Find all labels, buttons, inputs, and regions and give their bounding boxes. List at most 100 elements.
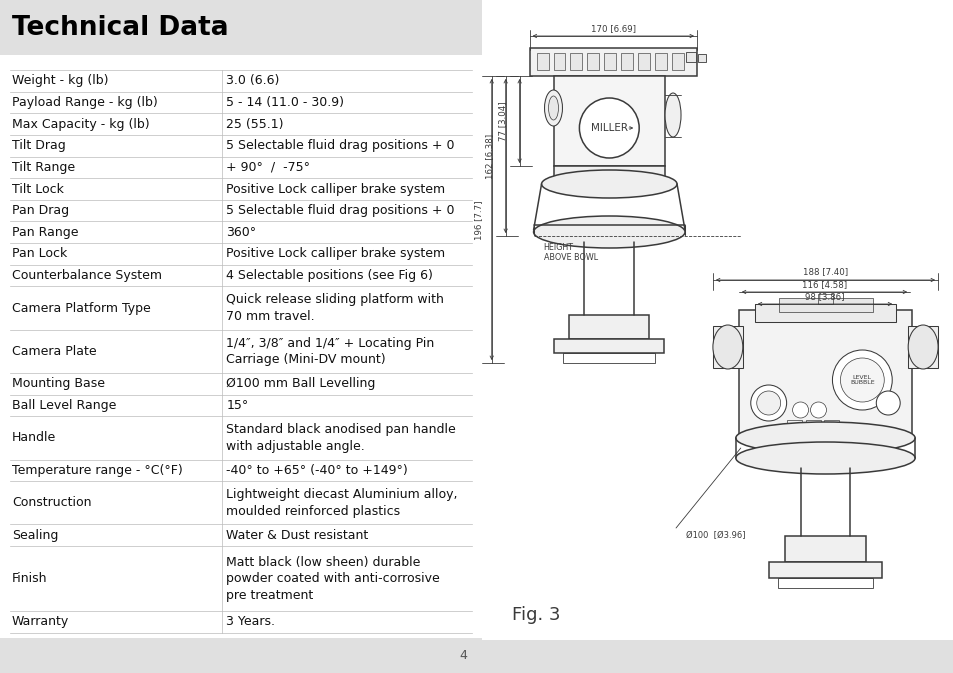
Bar (638, 53, 649, 70)
Text: 98 [3.86]: 98 [3.86] (804, 293, 843, 302)
Bar (603, 53, 616, 70)
Bar (783, 536, 865, 562)
Text: Sealing: Sealing (12, 529, 58, 542)
Text: Positive Lock calliper brake system: Positive Lock calliper brake system (226, 182, 445, 196)
Text: MILLER: MILLER (590, 123, 627, 133)
Bar (823, 420, 839, 432)
Bar (620, 53, 633, 70)
Ellipse shape (533, 216, 684, 248)
Bar (481, 640, 953, 673)
Text: 77 [3.04]: 77 [3.04] (497, 101, 507, 141)
Text: Pan Drag: Pan Drag (12, 204, 70, 217)
Bar (907, 326, 937, 368)
Text: Camera Platform Type: Camera Platform Type (12, 302, 151, 314)
Bar (0, 638, 481, 673)
Text: 4 Selectable positions (see Fig 6): 4 Selectable positions (see Fig 6) (226, 269, 433, 282)
Text: Max Capacity - kg (lb): Max Capacity - kg (lb) (12, 118, 150, 131)
Bar (536, 53, 548, 70)
Bar (553, 166, 664, 180)
Text: 360°: 360° (226, 225, 256, 239)
Bar (786, 420, 801, 432)
Text: Lightweight diecast Aluminium alloy,
moulded reinforced plastics: Lightweight diecast Aluminium alloy, mou… (226, 488, 457, 518)
Text: 3 Years.: 3 Years. (226, 615, 275, 629)
Ellipse shape (541, 170, 677, 198)
Text: 5 - 14 (11.0 - 30.9): 5 - 14 (11.0 - 30.9) (226, 96, 344, 109)
Text: Finish: Finish (12, 572, 48, 585)
Bar (754, 304, 895, 322)
Text: 116 [4.58]: 116 [4.58] (801, 281, 846, 289)
Ellipse shape (735, 422, 914, 454)
Text: HEIGHT: HEIGHT (543, 244, 573, 252)
Circle shape (832, 350, 891, 410)
Bar (777, 578, 872, 588)
Ellipse shape (735, 442, 914, 474)
Text: Pan Lock: Pan Lock (12, 248, 68, 260)
Text: 5 Selectable fluid drag positions + 0: 5 Selectable fluid drag positions + 0 (226, 204, 455, 217)
Ellipse shape (907, 325, 937, 369)
Ellipse shape (712, 325, 742, 369)
Bar (553, 53, 565, 70)
Bar (817, 294, 833, 304)
Text: -40° to +65° (-40° to +149°): -40° to +65° (-40° to +149°) (226, 464, 408, 477)
Bar (570, 53, 581, 70)
Text: 1/4″, 3/8″ and 1/4″ + Locating Pin
Carriage (Mini-DV mount): 1/4″, 3/8″ and 1/4″ + Locating Pin Carri… (226, 336, 435, 366)
Ellipse shape (664, 93, 680, 137)
Text: 4: 4 (459, 649, 467, 662)
Circle shape (876, 391, 900, 415)
Bar (554, 339, 663, 353)
Text: Water & Dust resistant: Water & Dust resistant (226, 529, 368, 542)
Bar (0, 0, 481, 55)
Text: 15°: 15° (226, 399, 249, 412)
Text: Ball Level Range: Ball Level Range (12, 399, 116, 412)
Text: Mounting Base: Mounting Base (12, 378, 105, 390)
Text: Camera Plate: Camera Plate (12, 345, 96, 358)
Text: Construction: Construction (12, 496, 91, 509)
Ellipse shape (544, 90, 562, 126)
Text: LEVEL
BUBBLE: LEVEL BUBBLE (849, 375, 874, 386)
Text: Warranty: Warranty (12, 615, 70, 629)
Bar (529, 48, 697, 76)
Text: 25 (55.1): 25 (55.1) (226, 118, 284, 131)
Text: 3.0 (6.6): 3.0 (6.6) (226, 74, 279, 87)
Ellipse shape (548, 96, 558, 120)
Bar (778, 298, 872, 312)
Text: + 90°  /  -75°: + 90° / -75° (226, 161, 310, 174)
Bar (768, 562, 882, 578)
Text: Quick release sliding platform with
70 mm travel.: Quick release sliding platform with 70 m… (226, 293, 444, 323)
Circle shape (810, 402, 825, 418)
Text: Tilt Lock: Tilt Lock (12, 182, 64, 196)
Circle shape (792, 402, 808, 418)
Text: Counterbalance System: Counterbalance System (12, 269, 162, 282)
Circle shape (840, 358, 883, 402)
Text: Fig. 3: Fig. 3 (511, 606, 559, 624)
Bar (698, 54, 705, 62)
Circle shape (756, 391, 780, 415)
Text: Handle: Handle (12, 431, 56, 444)
Bar (685, 52, 696, 62)
Circle shape (750, 385, 786, 421)
Text: Tilt Range: Tilt Range (12, 161, 75, 174)
Bar (569, 315, 648, 339)
Text: Standard black anodised pan handle
with adjustable angle.: Standard black anodised pan handle with … (226, 423, 456, 453)
Bar (738, 310, 911, 435)
Text: ABOVE BOWL: ABOVE BOWL (543, 252, 597, 262)
Text: Tilt Drag: Tilt Drag (12, 139, 66, 152)
Text: Positive Lock calliper brake system: Positive Lock calliper brake system (226, 248, 445, 260)
Circle shape (578, 98, 639, 158)
Text: Temperature range - °C(°F): Temperature range - °C(°F) (12, 464, 183, 477)
Bar (804, 420, 820, 432)
Text: Ø100 mm Ball Levelling: Ø100 mm Ball Levelling (226, 378, 375, 390)
Bar (563, 353, 655, 363)
Text: Ø100  [Ø3.96]: Ø100 [Ø3.96] (685, 532, 744, 540)
Bar (671, 53, 683, 70)
Text: Payload Range - kg (lb): Payload Range - kg (lb) (12, 96, 157, 109)
Text: 188 [7.40]: 188 [7.40] (802, 267, 847, 277)
Text: 162 [6.38]: 162 [6.38] (485, 133, 494, 178)
Bar (553, 76, 664, 166)
Text: Pan Range: Pan Range (12, 225, 78, 239)
Text: Technical Data: Technical Data (12, 15, 229, 40)
Text: 170 [6.69]: 170 [6.69] (590, 24, 635, 34)
Bar (712, 326, 742, 368)
Text: 5 Selectable fluid drag positions + 0: 5 Selectable fluid drag positions + 0 (226, 139, 455, 152)
Text: Matt black (low sheen) durable
powder coated with anti-corrosive
pre treatment: Matt black (low sheen) durable powder co… (226, 555, 439, 602)
